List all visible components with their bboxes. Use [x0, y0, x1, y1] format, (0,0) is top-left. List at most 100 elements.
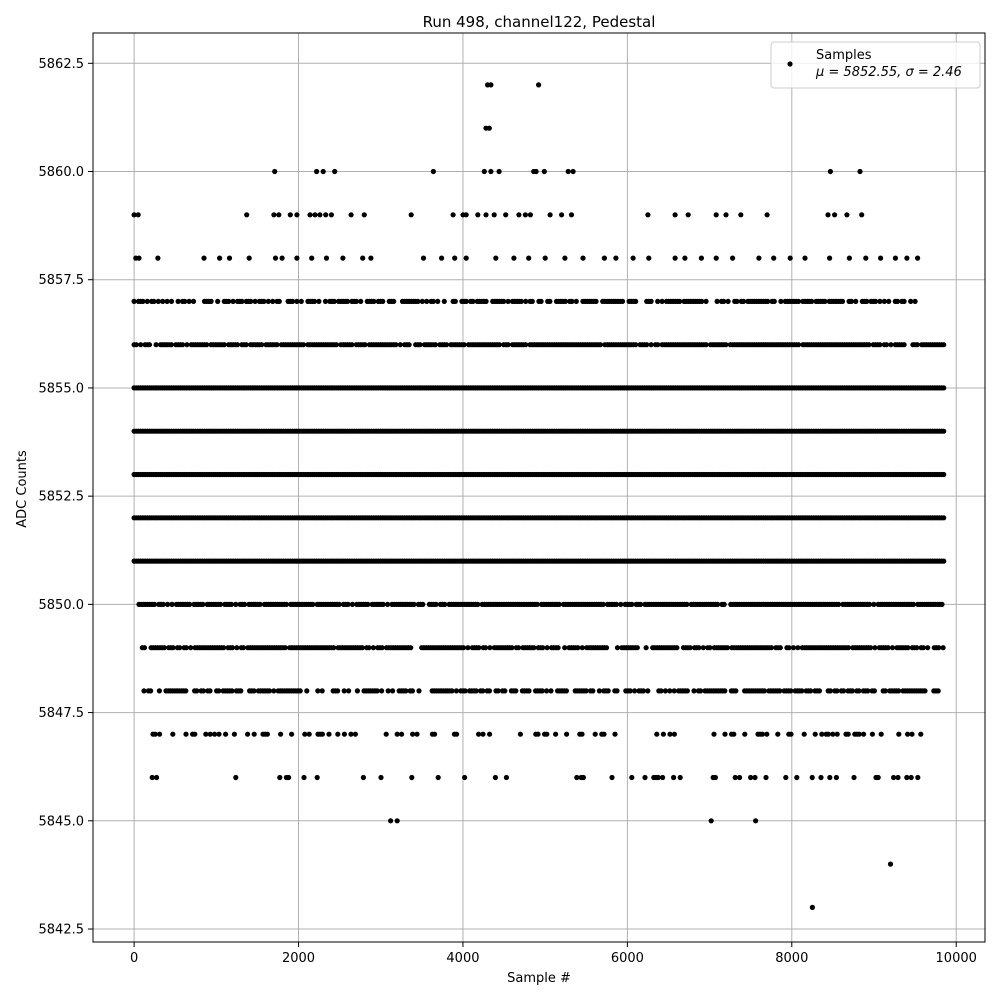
- data-point: [496, 342, 502, 348]
- data-point: [539, 688, 545, 694]
- data-point: [226, 298, 232, 304]
- data-point: [667, 688, 673, 694]
- data-point: [889, 645, 896, 651]
- data-point: [544, 731, 550, 737]
- data-point: [734, 298, 740, 304]
- data-point: [654, 731, 660, 737]
- data-point: [538, 298, 544, 304]
- data-point: [740, 298, 747, 304]
- data-point: [385, 688, 391, 694]
- data-point: [242, 601, 248, 608]
- data-point: [908, 298, 914, 304]
- data-point: [441, 298, 447, 304]
- data-point: [228, 601, 234, 608]
- data-point: [294, 212, 300, 218]
- data-point: [535, 731, 541, 737]
- data-point: [379, 688, 385, 694]
- data-point: [390, 688, 396, 694]
- data-point: [722, 688, 728, 694]
- data-point: [672, 212, 678, 218]
- data-point: [601, 255, 608, 261]
- data-point: [788, 731, 794, 737]
- data-point: [149, 774, 155, 781]
- data-point: [182, 298, 188, 304]
- data-point: [344, 298, 351, 304]
- data-point: [629, 601, 635, 608]
- data-point: [326, 731, 332, 737]
- data-point: [462, 774, 468, 781]
- data-point: [547, 298, 553, 304]
- data-point: [297, 688, 303, 694]
- data-point: [685, 212, 691, 218]
- data-point: [397, 342, 403, 348]
- data-point: [204, 342, 210, 348]
- data-point: [420, 601, 426, 608]
- data-point: [221, 645, 227, 651]
- data-point: [795, 298, 802, 304]
- data-point: [374, 688, 380, 694]
- data-point: [430, 168, 436, 175]
- x-tick-label: 8000: [775, 951, 808, 966]
- data-point: [246, 255, 252, 261]
- data-point: [721, 601, 727, 608]
- data-point: [486, 125, 492, 131]
- data-point: [536, 82, 542, 88]
- y-tick-label: 5862.5: [39, 57, 85, 72]
- data-point: [503, 774, 509, 781]
- data-point: [915, 255, 921, 261]
- data-point: [699, 298, 705, 304]
- data-point: [153, 342, 159, 348]
- data-point: [614, 688, 620, 694]
- data-point: [707, 645, 713, 651]
- data-point: [234, 342, 241, 348]
- data-point: [304, 688, 310, 694]
- data-point: [414, 731, 420, 737]
- data-point: [385, 601, 391, 608]
- data-point: [200, 601, 206, 608]
- data-point: [482, 645, 489, 651]
- data-point: [511, 255, 517, 261]
- data-point: [687, 645, 693, 651]
- data-point: [529, 298, 535, 304]
- data-point: [393, 342, 399, 348]
- data-point: [408, 212, 414, 218]
- data-point: [320, 168, 326, 175]
- data-point: [257, 601, 263, 608]
- data-point: [627, 688, 633, 694]
- data-point: [759, 731, 766, 737]
- data-point: [366, 645, 372, 651]
- data-point: [575, 645, 581, 651]
- data-point: [152, 731, 158, 737]
- data-point: [579, 731, 585, 737]
- data-point: [574, 774, 580, 781]
- data-point: [161, 645, 167, 651]
- data-point: [877, 298, 883, 304]
- x-tick-label: 0: [130, 951, 138, 966]
- data-point: [352, 731, 358, 737]
- data-point: [221, 342, 227, 348]
- data-point: [648, 342, 654, 348]
- data-point: [141, 688, 147, 694]
- data-point: [271, 212, 277, 218]
- legend-marker: [787, 61, 793, 67]
- data-point: [341, 731, 347, 737]
- data-point: [306, 731, 312, 737]
- data-point: [155, 255, 161, 261]
- data-point: [534, 601, 540, 608]
- data-point: [629, 774, 635, 781]
- data-point: [795, 342, 802, 348]
- data-point: [168, 342, 175, 348]
- data-point: [138, 342, 144, 348]
- data-point: [483, 212, 489, 218]
- data-point: [748, 774, 754, 781]
- data-point: [619, 298, 626, 304]
- data-point: [487, 731, 493, 737]
- data-point: [410, 731, 416, 737]
- data-point: [799, 688, 805, 694]
- data-point: [891, 774, 897, 781]
- data-point: [672, 255, 678, 261]
- data-point: [527, 212, 534, 218]
- data-point: [322, 298, 329, 304]
- data-point: [317, 212, 323, 218]
- data-point: [346, 688, 352, 694]
